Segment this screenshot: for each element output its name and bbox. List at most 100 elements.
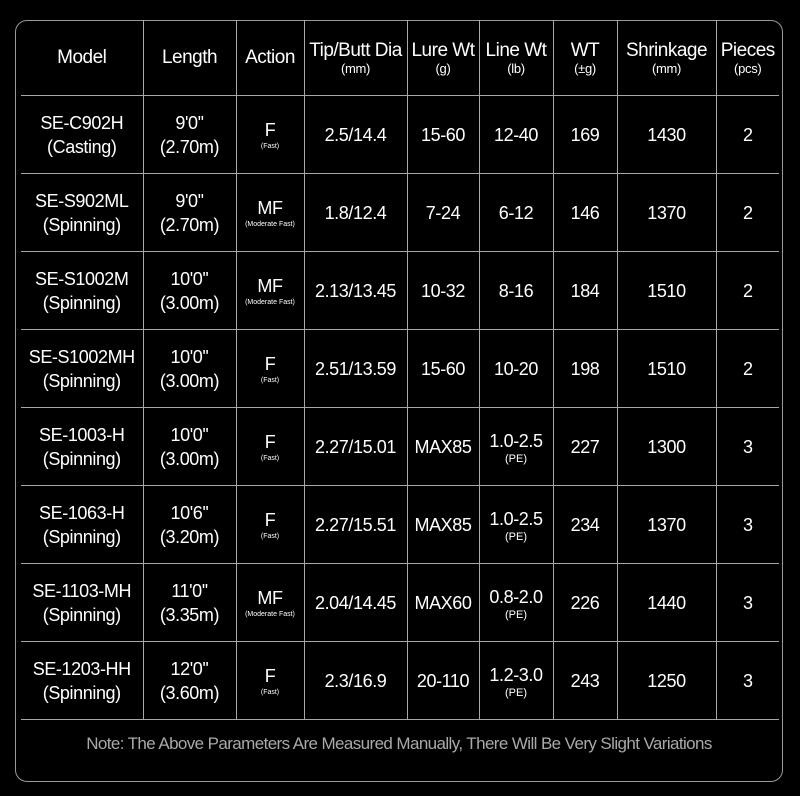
pieces: 3 — [742, 436, 753, 457]
shrinkage: 1250 — [647, 670, 686, 691]
length-feet: 10'0'' — [170, 268, 209, 289]
lure-cell: 15-60 — [406, 95, 480, 174]
lure-weight: 15-60 — [420, 358, 466, 379]
column-unit: (±g) — [574, 60, 596, 76]
column-unit: (mm) — [651, 60, 682, 76]
model-cell: SE-S902ML (Spinning) — [21, 173, 144, 252]
action-description: (Fast) — [260, 689, 280, 696]
note-text: Note: The Above Parameters Are Measured … — [86, 734, 712, 753]
lure-cell: 15-60 — [406, 329, 480, 408]
shrinkage-cell: 1440 — [616, 563, 717, 642]
shrinkage-cell: 1510 — [616, 329, 717, 408]
dia-cell: 2.27/15.51 — [303, 485, 408, 564]
length-meters: (3.20m) — [159, 526, 220, 547]
shrinkage-cell: 1430 — [616, 95, 717, 174]
line-cell: 1.2-3.0 (PE) — [478, 641, 554, 720]
action-description: (Moderate Fast) — [245, 611, 295, 618]
tip-butt-dia: 2.27/15.51 — [314, 514, 397, 535]
action-cell: F (Fast) — [235, 485, 305, 564]
dia-cell: 2.04/14.45 — [303, 563, 408, 642]
column-header: Tip/Butt Dia (mm) — [303, 20, 408, 96]
column-label: Lure Wt — [411, 39, 475, 61]
weight: 234 — [570, 514, 600, 535]
action-cell: F (Fast) — [235, 641, 305, 720]
pieces-cell: 3 — [715, 641, 779, 720]
column-header: Line Wt (lb) — [478, 20, 554, 96]
shrinkage: 1370 — [647, 202, 686, 223]
action-description: (Fast) — [260, 533, 280, 540]
length-feet: 9'0'' — [175, 190, 204, 211]
shrinkage-cell: 1300 — [616, 407, 717, 486]
pieces: 2 — [742, 280, 753, 301]
dia-cell: 2.13/13.45 — [303, 251, 408, 330]
weight: 198 — [570, 358, 600, 379]
action-code: F — [264, 666, 276, 686]
line-weight: 1.0-2.5 — [489, 508, 543, 529]
line-cell: 1.0-2.5 (PE) — [478, 485, 554, 564]
shrinkage: 1510 — [647, 280, 686, 301]
dia-cell: 2.5/14.4 — [303, 95, 408, 174]
length-feet: 10'0'' — [170, 346, 209, 367]
tip-butt-dia: 2.27/15.01 — [314, 436, 397, 457]
length-feet: 9'0'' — [175, 112, 204, 133]
pieces-cell: 3 — [715, 563, 779, 642]
pieces: 3 — [742, 670, 753, 691]
lure-weight: 15-60 — [420, 124, 466, 145]
wt-cell: 227 — [552, 407, 618, 486]
line-weight: 1.0-2.5 — [489, 430, 543, 451]
model-type: (Spinning) — [42, 526, 121, 547]
spec-table: Model Length Action Tip/Butt Dia (mm) Lure Wt… — [21, 20, 779, 720]
action-cell: F (Fast) — [235, 95, 305, 174]
column-label: Action — [245, 46, 295, 68]
pieces-cell: 2 — [715, 95, 779, 174]
lure-weight: 20-110 — [416, 670, 470, 691]
lure-weight: MAX85 — [414, 436, 472, 457]
wt-cell: 169 — [552, 95, 618, 174]
length-cell: 10'0'' (3.00m) — [142, 329, 237, 408]
lure-cell: MAX60 — [406, 563, 480, 642]
length-meters: (3.35m) — [159, 604, 220, 625]
column-header: Model — [21, 20, 144, 96]
lure-cell: MAX85 — [406, 407, 480, 486]
model-name: SE-S1002M — [35, 268, 129, 289]
pieces-cell: 2 — [715, 251, 779, 330]
column-label: Pieces — [720, 39, 776, 61]
model-type: (Spinning) — [42, 292, 121, 313]
wt-cell: 243 — [552, 641, 618, 720]
tip-butt-dia: 2.5/14.4 — [324, 124, 387, 145]
length-meters: (3.00m) — [159, 448, 220, 469]
length-feet: 11'0'' — [171, 580, 208, 601]
model-cell: SE-S1002M (Spinning) — [21, 251, 144, 330]
tip-butt-dia: 2.13/13.45 — [314, 280, 397, 301]
shrinkage-cell: 1250 — [616, 641, 717, 720]
pieces: 3 — [742, 514, 753, 535]
table-row: SE-1003-H (Spinning) 10'0'' (3.00m) F (Fast) 2… — [21, 407, 779, 486]
length-meters: (3.00m) — [159, 292, 220, 313]
column-label: Shrinkage — [625, 39, 708, 61]
model-type: (Spinning) — [42, 448, 121, 469]
length-meters: (3.00m) — [159, 370, 220, 391]
pieces-cell: 3 — [715, 485, 779, 564]
column-label: Tip/Butt Dia — [309, 39, 402, 61]
tip-butt-dia: 2.04/14.45 — [314, 592, 397, 613]
dia-cell: 2.27/15.01 — [303, 407, 408, 486]
shrinkage: 1510 — [647, 358, 686, 379]
model-name: SE-1063-H — [39, 502, 125, 523]
action-cell: F (Fast) — [235, 407, 305, 486]
line-note: (PE) — [505, 686, 527, 699]
weight: 184 — [570, 280, 600, 301]
model-name: SE-S1002MH — [28, 346, 135, 367]
shrinkage-cell: 1510 — [616, 251, 717, 330]
action-cell: F (Fast) — [235, 329, 305, 408]
pieces: 2 — [742, 202, 753, 223]
line-weight: 0.8-2.0 — [489, 586, 543, 607]
pieces: 2 — [742, 124, 753, 145]
line-weight: 1.2-3.0 — [489, 664, 543, 685]
table-row: SE-1103-MH (Spinning) 11'0'' (3.35m) MF (Mode… — [21, 563, 779, 642]
length-cell: 12'0'' (3.60m) — [142, 641, 237, 720]
action-code: F — [264, 354, 276, 374]
line-cell: 8-16 — [478, 251, 554, 330]
dia-cell: 2.3/16.9 — [303, 641, 408, 720]
table-row: SE-C902H (Casting) 9'0'' (2.70m) F (Fast) 2.5/… — [21, 95, 779, 174]
pieces-cell: 2 — [715, 173, 779, 252]
